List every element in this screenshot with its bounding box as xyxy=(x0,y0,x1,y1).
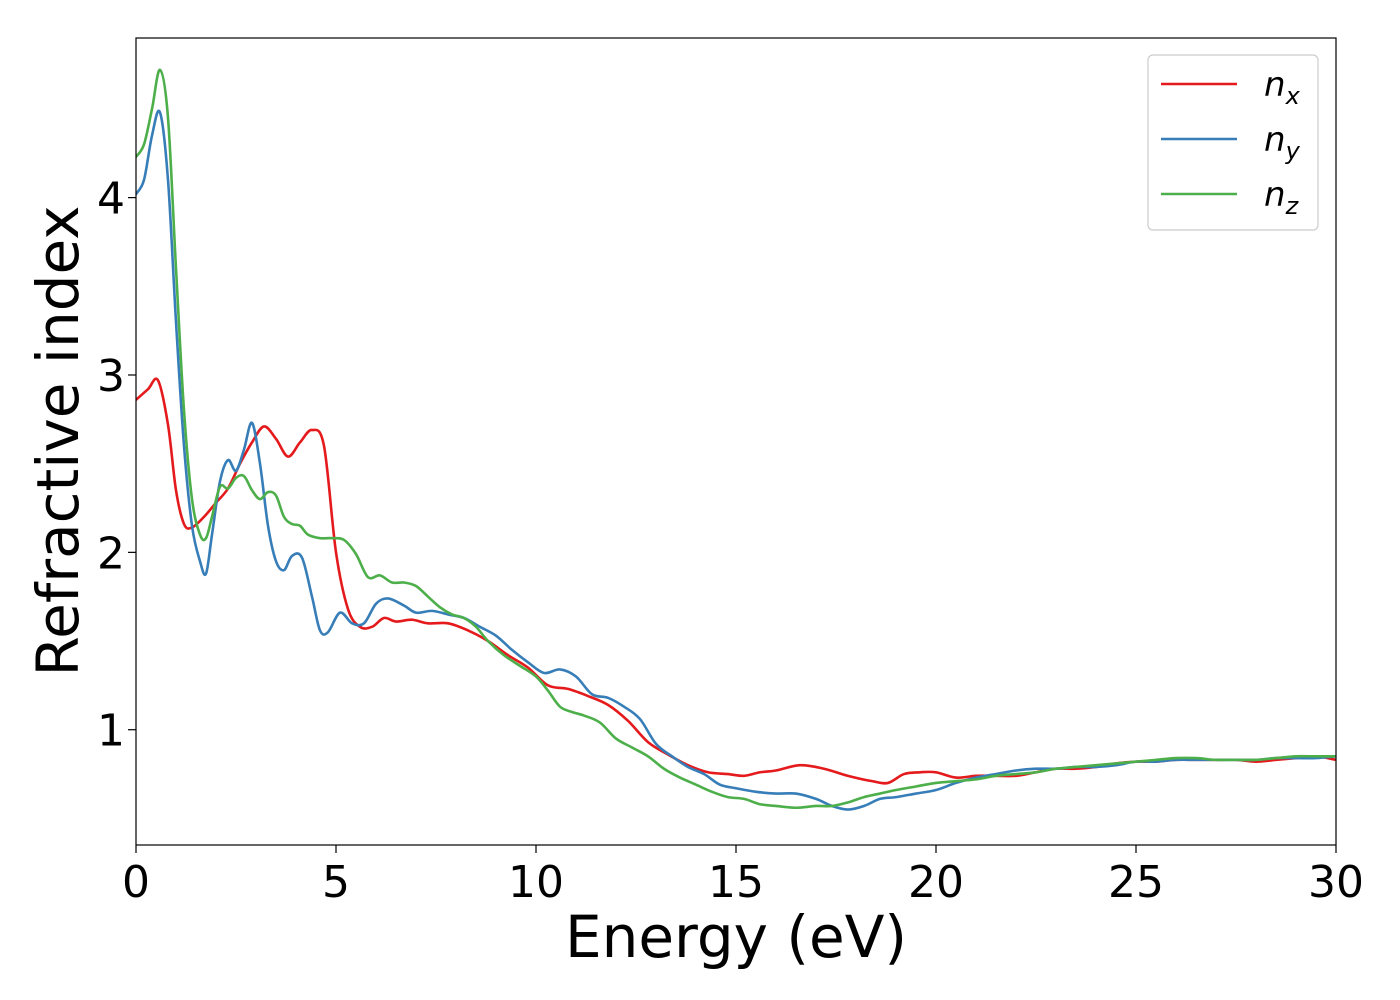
legend-label-nx: nx xyxy=(1264,65,1301,110)
x-tick-label: 30 xyxy=(1308,857,1364,908)
x-tick-label: 10 xyxy=(508,857,564,908)
y-tick-label: 2 xyxy=(97,528,125,579)
series-layer xyxy=(136,68,1336,811)
y-tick-label: 1 xyxy=(97,706,125,757)
legend: nx ny nz xyxy=(1147,54,1319,231)
x-axis: 0 5 10 15 20 25 30 xyxy=(122,845,1364,908)
legend-label-nz: nz xyxy=(1264,175,1300,220)
x-tick-label: 15 xyxy=(708,857,764,908)
y-tick-label: 4 xyxy=(97,174,125,225)
y-axis-label: Refractive index xyxy=(24,205,92,676)
y-tick-label: 3 xyxy=(97,351,125,402)
legend-box xyxy=(1147,54,1319,231)
x-tick-label: 25 xyxy=(1108,857,1164,908)
x-axis-label: Energy (eV) xyxy=(565,903,907,971)
x-tick-label: 5 xyxy=(322,857,350,908)
legend-label-ny: ny xyxy=(1264,120,1301,165)
y-axis: 1 2 3 4 xyxy=(97,174,136,757)
x-tick-label: 0 xyxy=(122,857,150,908)
series-line-nz xyxy=(136,68,1336,810)
x-tick-label: 20 xyxy=(908,857,964,908)
